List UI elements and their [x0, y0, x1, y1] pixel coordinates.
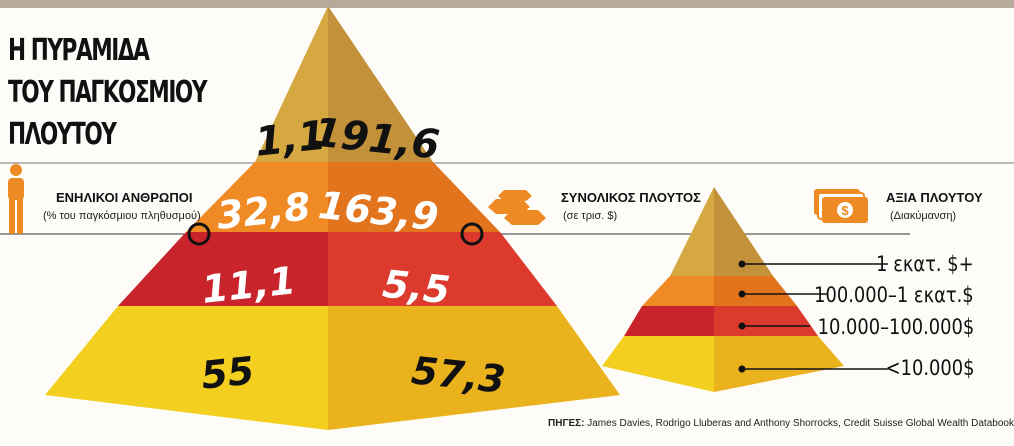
big-tier-2-right [328, 162, 500, 232]
tier-3-wealth-value: 5,5 [381, 262, 453, 313]
title-line-3: ΠΛΟΥΤΟΥ [8, 117, 117, 152]
dot-tier-4 [738, 365, 746, 373]
svg-text:$: $ [841, 203, 849, 218]
wealth-legend-title: ΣΥΝΟΛΙΚΟΣ ΠΛΟΥΤΟΣ [561, 190, 701, 205]
tier-4-adults-value: 55 [199, 348, 256, 397]
range-label-tier-4: <10.000$ [885, 356, 974, 380]
range-label-tier-3: 10.000–100.000$ [817, 315, 974, 339]
person-icon [8, 164, 24, 234]
title-line-1: Η ΠΥΡΑΜΙΔΑ [8, 33, 150, 68]
small-pyramid [602, 187, 844, 392]
small-tier-4-right [714, 336, 844, 392]
left-marker [187, 222, 211, 246]
tier-3-adults-value: 11,1 [200, 258, 298, 312]
big-tier-4-left [45, 306, 328, 430]
page-title: Η ΠΥΡΑΜΙΔΑ ΤΟΥ ΠΑΓΚΟΣΜΙΟΥ ΠΛΟΥΤΟΥ [8, 30, 283, 156]
big-pyramid [45, 6, 620, 430]
big-tier-2-left [186, 162, 328, 232]
big-tier-1-left [255, 6, 328, 162]
dot-tier-2 [738, 290, 746, 298]
top-bar [0, 0, 1014, 8]
sources-note: ΠΗΓΕΣ: James Davies, Rodrigo Lluberas an… [548, 418, 1014, 429]
right-marker [460, 222, 484, 246]
small-tier-4-left [602, 336, 714, 392]
big-tier-3-right [328, 232, 557, 306]
sources-text: James Davies, Rodrigo Lluberas and Antho… [587, 418, 1014, 429]
value-legend-title: ΑΞΙΑ ΠΛΟΥΤΟΥ [886, 190, 983, 205]
dot-tier-3 [738, 322, 746, 330]
dot-tier-1 [738, 260, 746, 268]
gold-bars-icon [488, 190, 546, 225]
tier-1-adults-value: 1,1 [253, 112, 328, 165]
small-tier-3-left [624, 306, 714, 336]
wealth-legend-subtitle: (σε τρισ. $) [563, 210, 618, 222]
small-tier-3-right [714, 306, 818, 336]
small-tier-1-left [670, 187, 714, 276]
adults-legend-title: ΕΝΗΛΙΚΟΙ ΑΝΘΡΩΠΟΙ [56, 190, 193, 205]
value-legend-subtitle: (Διακύμανση) [890, 210, 957, 222]
small-tier-2-left [642, 276, 714, 306]
sources-label: ΠΗΓΕΣ: [548, 418, 585, 429]
tier-2-adults-value: 32,8 [215, 184, 313, 238]
tier-4-wealth-value: 57,3 [409, 348, 507, 402]
adults-legend-subtitle: (% του παγκόσμιου πληθυσμού) [43, 210, 201, 222]
small-tier-2-right [714, 276, 797, 306]
big-tier-4-right [328, 306, 620, 430]
range-label-tier-2: 100.000–1 εκατ.$ [814, 283, 974, 307]
money-bills-icon: $ [814, 189, 868, 223]
range-label-tier-1: 1 εκατ. $+ [876, 252, 974, 276]
big-tier-1-right [328, 6, 433, 162]
small-tier-1-right [714, 187, 773, 276]
big-tier-3-left [118, 232, 328, 306]
title-line-2: ΤΟΥ ΠΑΓΚΟΣΜΙΟΥ [8, 75, 207, 110]
